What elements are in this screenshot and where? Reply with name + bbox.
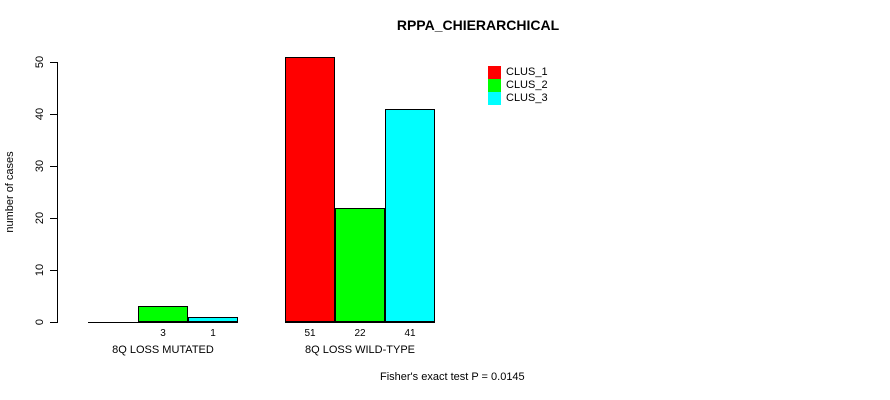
legend-entry-clus-3: CLUS_3	[488, 92, 548, 105]
legend-label-clus-3: CLUS_3	[506, 92, 548, 104]
legend-swatch-clus-2	[488, 79, 501, 92]
y-tick-mark	[50, 166, 57, 167]
legend-label-clus-2: CLUS_2	[506, 79, 548, 91]
y-tick-label: 30	[34, 159, 46, 173]
y-tick-label: 10	[34, 263, 46, 277]
y-axis-label: number of cases	[4, 151, 16, 233]
bar-value-label-clus-3-8q-loss-mutated: 1	[210, 328, 216, 339]
y-tick-mark	[50, 270, 57, 271]
y-tick-mark	[50, 322, 57, 323]
fisher-test-annotation: Fisher's exact test P = 0.0145	[380, 371, 525, 383]
bar-clus-2-8q-loss-wild-type	[335, 208, 385, 322]
bar-value-label-clus-1-8q-loss-wild-type: 51	[304, 328, 316, 339]
legend-entry-clus-1: CLUS_1	[488, 66, 548, 79]
group-baseline-8q-loss-wild-type	[285, 322, 435, 323]
legend-entry-clus-2: CLUS_2	[488, 79, 548, 92]
bar-value-label-clus-3-8q-loss-wild-type: 41	[404, 328, 416, 339]
category-label-8q-loss-mutated: 8Q LOSS MUTATED	[112, 344, 214, 356]
y-tick-mark	[50, 62, 57, 63]
legend-swatch-clus-3	[488, 92, 501, 105]
category-label-8q-loss-wild-type: 8Q LOSS WILD-TYPE	[304, 344, 416, 356]
chart-title: RPPA_CHIERARCHICAL	[396, 17, 560, 33]
y-tick-label: 0	[34, 318, 46, 326]
bar-value-label-clus-2-8q-loss-mutated: 3	[160, 328, 166, 339]
bar-clus-2-8q-loss-mutated	[138, 306, 188, 322]
y-tick-label: 40	[34, 107, 46, 121]
legend-swatch-clus-1	[488, 66, 501, 79]
bar-value-label-clus-2-8q-loss-wild-type: 22	[354, 328, 366, 339]
y-tick-label: 50	[34, 55, 46, 69]
y-tick-mark	[50, 114, 57, 115]
legend: CLUS_1 CLUS_2 CLUS_3	[488, 66, 548, 105]
bar-clus-3-8q-loss-wild-type	[385, 109, 435, 322]
bar-clus-3-8q-loss-mutated	[188, 317, 238, 322]
bar-clus-1-8q-loss-wild-type	[285, 57, 335, 322]
group-baseline-8q-loss-mutated	[88, 322, 238, 323]
y-tick-mark	[50, 218, 57, 219]
legend-label-clus-1: CLUS_1	[506, 66, 548, 78]
y-tick-label: 20	[34, 211, 46, 225]
y-axis-line	[57, 62, 58, 323]
